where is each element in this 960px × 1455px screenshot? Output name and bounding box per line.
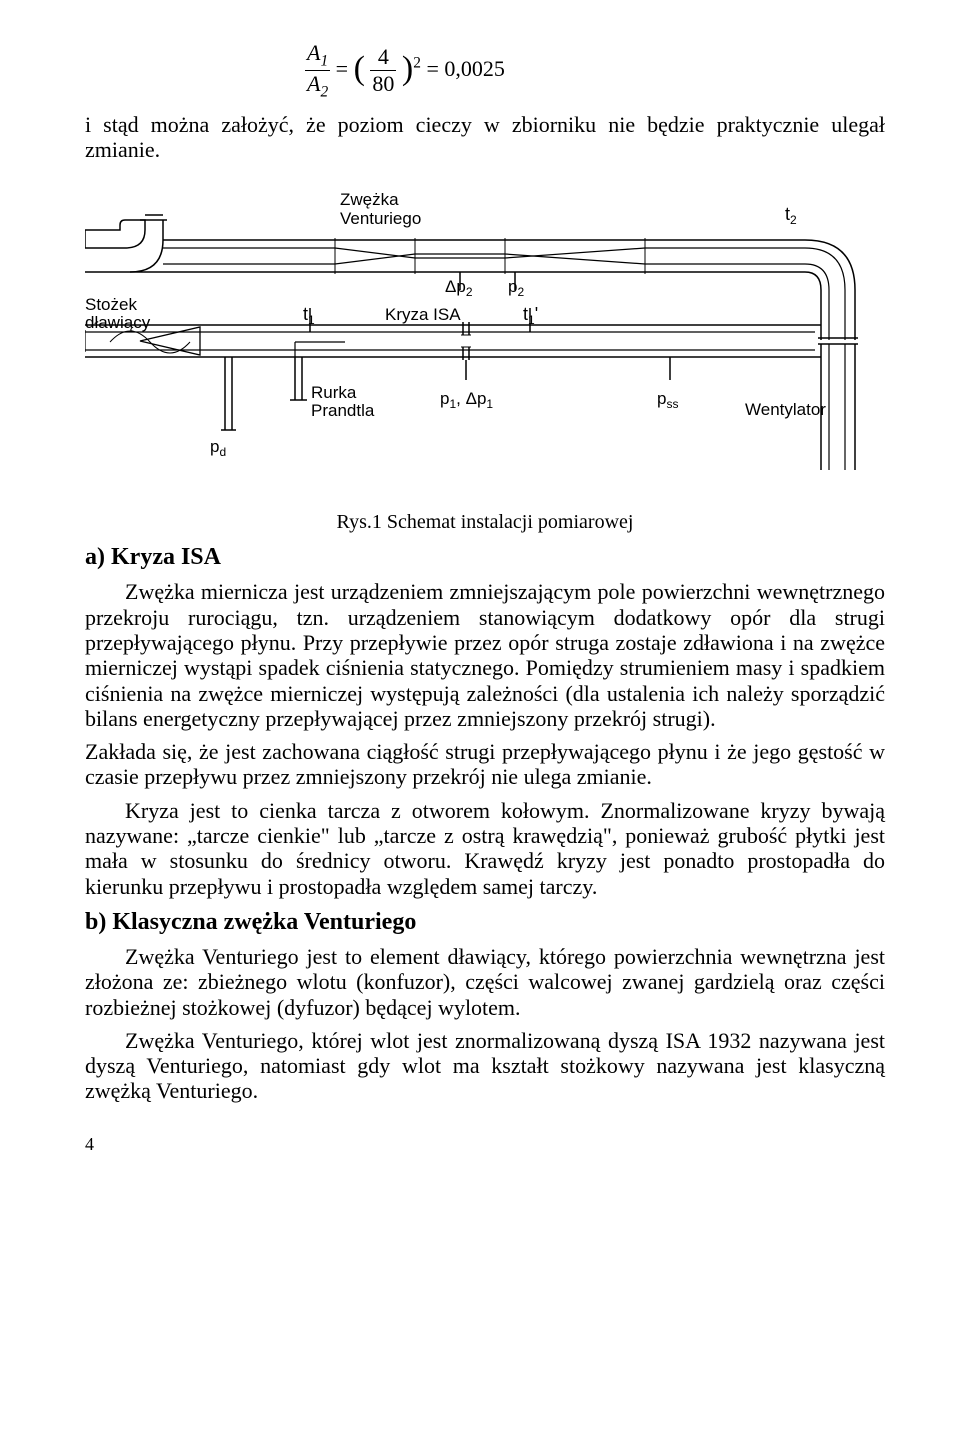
section-b-title: b) Klasyczna zwężka Venturiego — [85, 909, 885, 936]
section-a-p2: Zakłada się, że jest zachowana ciągłość … — [85, 739, 885, 790]
label-stozek-1: Stożek — [85, 295, 137, 314]
section-b-p1: Zwężka Venturiego jest to element dławią… — [85, 944, 885, 1020]
section-b-p2: Zwężka Venturiego, której wlot jest znor… — [85, 1028, 885, 1104]
label-wentyl: Wentylator — [745, 400, 826, 419]
section-a-p3: Kryza jest to cienka tarcza z otworem ko… — [85, 798, 885, 899]
section-a-p1: Zwężka miernicza jest urządzeniem zmniej… — [85, 579, 885, 731]
page-number: 4 — [85, 1134, 885, 1155]
label-rurka-1: Rurka — [311, 383, 357, 402]
label-rurka-2: Prandtla — [311, 401, 375, 420]
formula-A2: A — [307, 71, 320, 96]
label-venturi-1: Zwężka — [340, 190, 399, 209]
formula: A1 A2 = ( 4 80 )2 = 0,0025 — [305, 40, 885, 102]
label-venturi-2: Venturiego — [340, 209, 421, 228]
section-a-title: a) Kryza ISA — [85, 544, 885, 571]
formula-den: 80 — [370, 71, 396, 97]
label-t2: t2 — [785, 204, 797, 227]
intro-text: i stąd można założyć, że poziom cieczy w… — [85, 112, 885, 163]
figure-caption: Rys.1 Schemat instalacji pomiarowej — [85, 511, 885, 534]
label-stozek-2: dławiący — [85, 313, 151, 332]
label-t1: t1 — [303, 304, 315, 327]
label-dp2: Δp2 — [445, 277, 473, 299]
label-p2: p2 — [508, 277, 524, 299]
label-t1p: t1' — [523, 304, 538, 327]
label-p1dp1: p1, Δp1 — [440, 389, 493, 411]
installation-diagram: Zwężka Venturiego t2 Δp2 p2 Stożek dławi… — [85, 170, 885, 505]
label-pss: pss — [657, 389, 678, 411]
formula-A1: A — [307, 40, 320, 65]
label-pd: pd — [210, 437, 226, 459]
label-kryza: Kryza ISA — [385, 305, 461, 324]
formula-num: 4 — [370, 44, 396, 71]
formula-result: 0,0025 — [444, 56, 505, 81]
